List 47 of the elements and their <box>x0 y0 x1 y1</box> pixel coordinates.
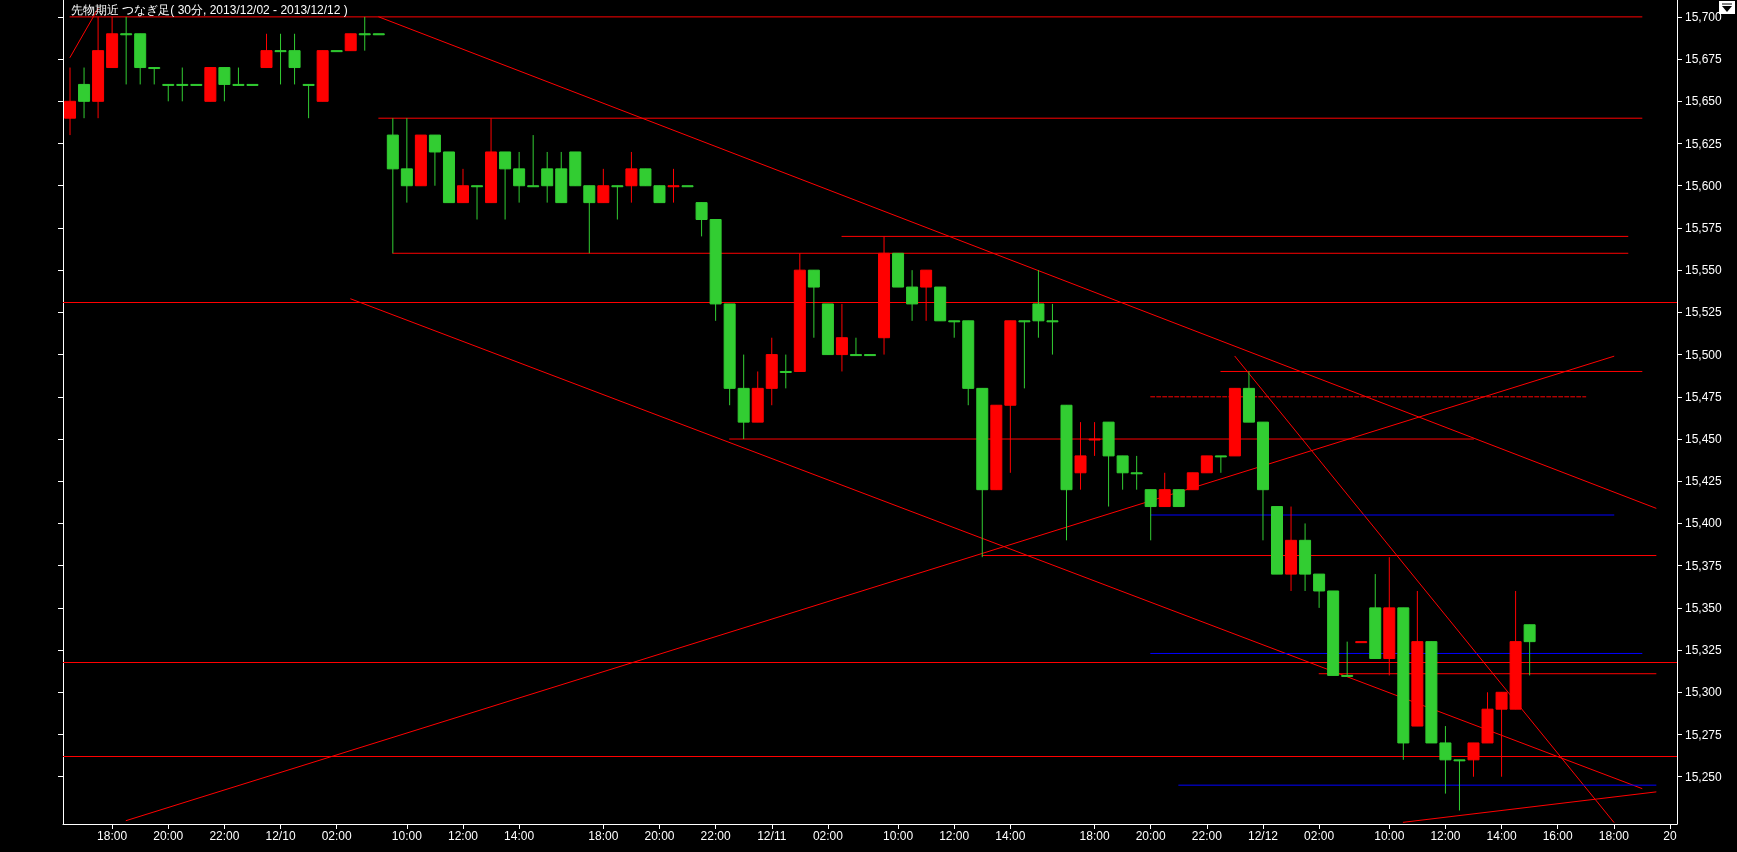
x-tick-label: 18:00 <box>1598 829 1630 843</box>
y-tick-label: 15,700 <box>1685 9 1723 24</box>
x-tick-label: 02:00 <box>812 829 844 843</box>
x-tick-label: 20:00 <box>644 829 675 843</box>
y-tick-label: 15,650 <box>1685 94 1723 109</box>
x-tick-label: 18:00 <box>1079 829 1110 843</box>
y-tick-label: 15,425 <box>1685 474 1723 489</box>
y-tick-label: 15,525 <box>1685 305 1723 320</box>
x-tick-label: 12:00 <box>447 829 479 843</box>
x-tick-label: 02:00 <box>1304 829 1335 843</box>
x-tick-label: 10:00 <box>391 829 423 843</box>
y-tick-label: 15,375 <box>1685 558 1723 573</box>
x-tick-label: 14:00 <box>995 829 1026 843</box>
x-tick-label: 12/11 <box>757 829 787 843</box>
x-tick-label: 10:00 <box>883 829 914 843</box>
y-tick-label: 15,600 <box>1685 178 1723 193</box>
x-tick-label: 18:00 <box>588 829 619 843</box>
y-tick-label: 15,475 <box>1685 389 1723 404</box>
y-tick-label: 15,300 <box>1685 685 1723 700</box>
y-tick-label: 15,325 <box>1685 643 1723 658</box>
x-tick-label: 12:00 <box>939 829 970 843</box>
x-tick-label: 10:00 <box>1374 829 1405 843</box>
x-tick-label: 22:00 <box>1191 829 1223 843</box>
y-tick-label: 15,575 <box>1685 220 1723 235</box>
x-tick-label: 22:00 <box>209 829 240 843</box>
y-tick-label: 15,550 <box>1685 263 1723 278</box>
x-tick-label: 20:00 <box>1135 829 1167 843</box>
y-tick-label: 15,450 <box>1685 432 1723 447</box>
x-tick-label: 22:00 <box>700 829 731 843</box>
x-tick-label: 14:00 <box>504 829 535 843</box>
x-tick-label: 12/12 <box>1247 829 1279 843</box>
y-tick-label: 15,400 <box>1685 516 1723 531</box>
y-tick-label: 15,350 <box>1685 600 1723 615</box>
x-tick-label: 20 <box>1663 829 1677 843</box>
x-tick-label: 02:00 <box>321 829 353 843</box>
y-tick-label: 15,250 <box>1685 769 1723 784</box>
x-tick-label: 12:00 <box>1430 829 1461 843</box>
y-tick-label: 15,625 <box>1685 136 1723 151</box>
chart-title: 先物期近 つなぎ足( 30分, 2013/12/02 - 2013/12/12 ) <box>71 3 348 17</box>
x-tick-label: 16:00 <box>1542 829 1574 843</box>
y-tick-label: 15,675 <box>1685 52 1723 67</box>
y-tick-label: 15,500 <box>1685 347 1723 362</box>
x-tick-label: 18:00 <box>97 829 128 843</box>
x-tick-label: 12/10 <box>265 829 296 843</box>
y-tick-label: 15,275 <box>1685 727 1723 742</box>
x-tick-label: 20:00 <box>153 829 184 843</box>
x-tick-label: 14:00 <box>1486 829 1517 843</box>
